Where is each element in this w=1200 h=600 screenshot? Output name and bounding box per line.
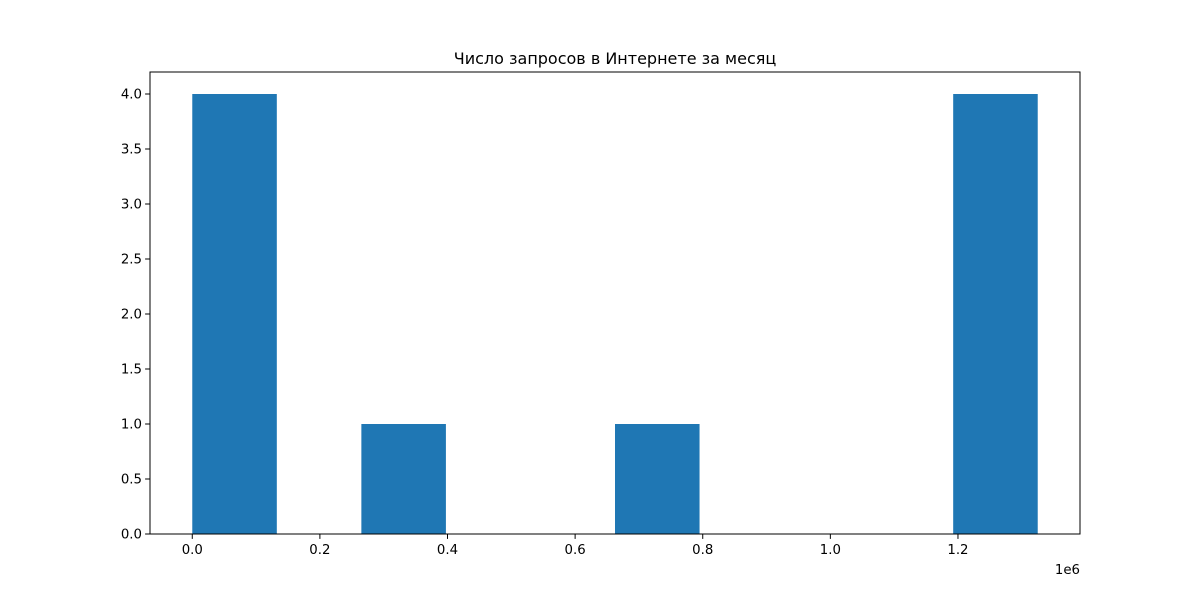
y-tick-label-6: 3.0 <box>121 198 142 213</box>
y-tick-label-8: 4.0 <box>121 88 142 103</box>
plot-area-frame <box>149 71 1081 535</box>
y-tick-label-3: 1.5 <box>121 363 142 378</box>
x-tick-label-4: 0.8 <box>692 543 713 558</box>
x-tick-label-3: 0.6 <box>565 543 586 558</box>
y-tick-label-5: 2.5 <box>121 253 142 268</box>
chart-title: Число запросов в Интернете за месяц <box>454 49 777 68</box>
y-tick-label-4: 2.0 <box>121 308 142 323</box>
y-axis: 0.0 0.5 1.0 1.5 2.0 2.5 3.0 3.5 4.0 <box>121 88 150 543</box>
x-axis: 0.0 0.2 0.4 0.6 0.8 1.0 1.2 <box>182 534 969 558</box>
x-tick-label-2: 0.4 <box>437 543 458 558</box>
y-tick-label-1: 0.5 <box>121 473 142 488</box>
x-tick-label-6: 1.2 <box>947 543 968 558</box>
x-tick-label-5: 1.0 <box>820 543 841 558</box>
x-tick-label-0: 0.0 <box>182 543 203 558</box>
bars-group <box>192 94 1038 534</box>
y-tick-label-7: 3.5 <box>121 143 142 158</box>
histogram-bar-2 <box>361 424 446 534</box>
histogram-bar-5 <box>615 424 700 534</box>
y-tick-label-0: 0.0 <box>121 528 142 543</box>
histogram-bar-0 <box>192 94 277 534</box>
histogram-bar-9 <box>953 94 1038 534</box>
y-tick-label-2: 1.0 <box>121 418 142 433</box>
x-tick-label-1: 0.2 <box>309 543 330 558</box>
x-axis-offset-label: 1e6 <box>1055 563 1080 578</box>
